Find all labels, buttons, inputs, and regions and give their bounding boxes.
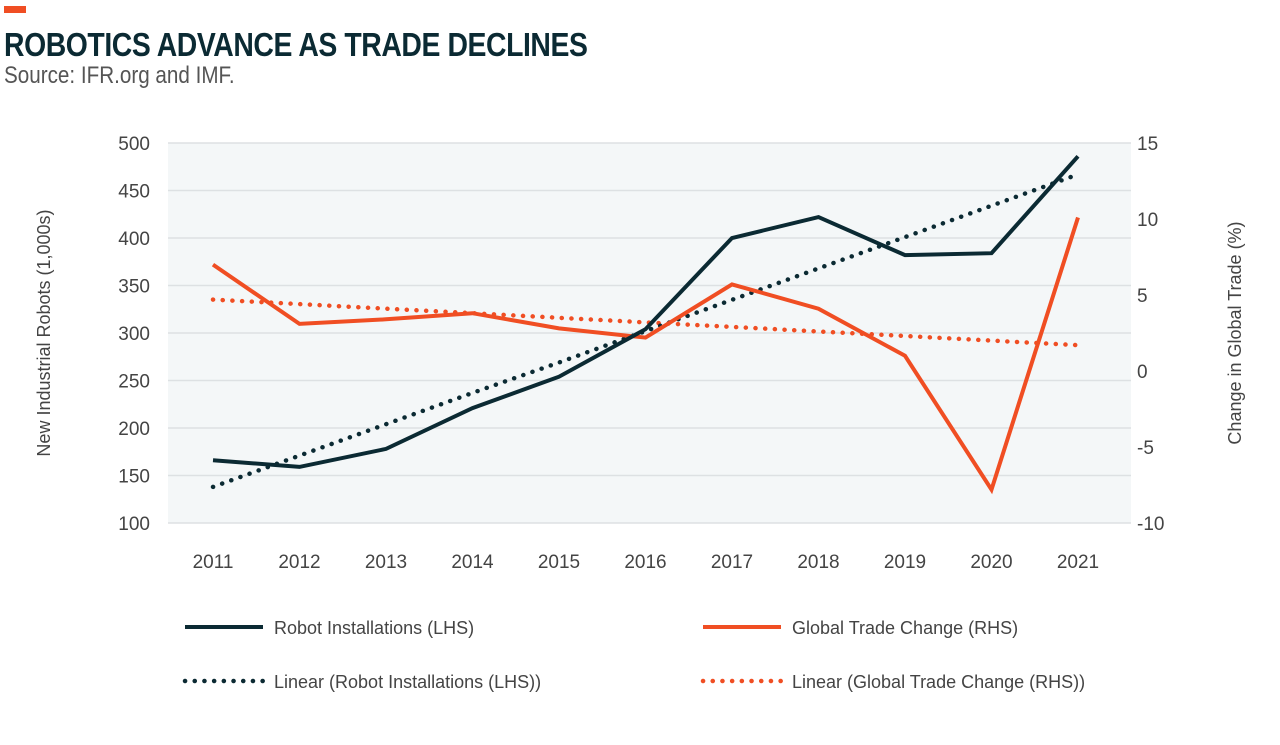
legend-item: Linear (Robot Installations (LHS)) [182,672,541,692]
series-lines [210,154,1081,495]
series-global-trade [211,216,1080,495]
legend-item: Robot Installations (LHS) [185,618,474,638]
legend-label: Linear (Global Trade Change (RHS)) [792,672,1085,692]
y-tick-label-left: 100 [118,514,150,535]
y-tick-label-left: 450 [118,182,150,203]
y-tick-label-left: 250 [118,372,150,393]
x-tick-label: 2021 [1057,552,1099,573]
chart-title: ROBOTICS ADVANCE AS TRADE DECLINES [4,26,588,63]
x-tick-label: 2020 [970,552,1012,573]
y-tick-label-right: 5 [1137,286,1148,307]
legend-item: Linear (Global Trade Change (RHS)) [700,672,1085,692]
y-tick-label-right: -5 [1137,438,1154,459]
y-axis-right-ticks: 15 10 5 0 -5 -10 [1137,134,1164,535]
y-tick-label-right: -10 [1137,514,1164,535]
legend-label: Linear (Robot Installations (LHS)) [274,672,541,692]
trendline-robot-installations [210,172,1081,490]
legend-item: Global Trade Change (RHS) [703,618,1018,638]
x-tick-label: 2015 [538,552,580,573]
legend: Robot Installations (LHS) Global Trade Ch… [182,618,1085,692]
y-axis-right-title: Change in Global Trade (%) [1225,221,1245,444]
legend-label: Robot Installations (LHS) [274,618,474,638]
x-axis-ticks: 2011 2012 2013 2014 2015 2016 2017 2018 2019 2020… [193,552,1100,573]
chart-subtitle: Source: IFR.org and IMF. [4,62,235,89]
x-tick-label: 2013 [365,552,407,573]
y-tick-label-right: 10 [1137,210,1158,231]
series-robot-installations [212,154,1080,469]
y-axis-left-title: New Industrial Robots (1,000s) [34,209,54,456]
y-tick-label-left: 300 [118,324,150,345]
y-tick-label-left: 200 [118,419,150,440]
y-tick-label-left: 400 [118,229,150,250]
trendline-global-trade [210,297,1081,348]
accent-bar [4,6,26,13]
x-tick-label: 2012 [278,552,320,573]
x-tick-label: 2016 [624,552,666,573]
y-tick-label-right: 0 [1137,362,1148,383]
y-tick-label-left: 150 [118,467,150,488]
x-tick-label: 2017 [711,552,753,573]
y-tick-label-right: 15 [1137,134,1158,155]
y-axis-left-ticks: 500 450 400 350 300 250 200 150 100 [118,134,150,535]
y-tick-label-left: 500 [118,134,150,155]
x-tick-label: 2014 [451,552,494,573]
x-tick-label: 2018 [797,552,839,573]
x-tick-label: 2011 [193,552,234,573]
y-tick-label-left: 350 [118,277,150,298]
x-tick-label: 2019 [884,552,926,573]
legend-label: Global Trade Change (RHS) [792,618,1018,638]
